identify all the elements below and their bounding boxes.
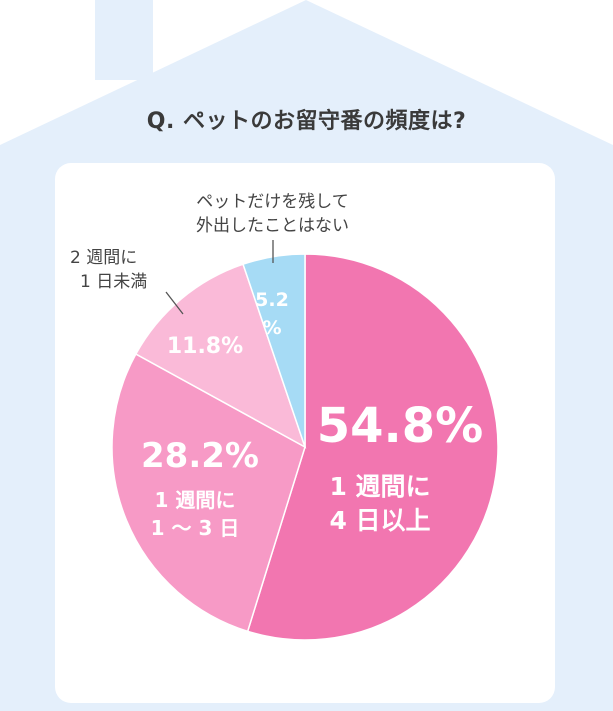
question-title: Q. ペットのお留守番の頻度は? [146, 109, 467, 134]
slice-text-1to3days-line1: 1 週間に [154, 488, 236, 512]
house-chimney [95, 0, 153, 80]
slice-label-4days-percent: 54.8% [305, 398, 495, 454]
slice-label-1to3days-percent: 28.2% [125, 436, 275, 476]
pie-slice-1to3days [111, 353, 306, 633]
annotation-never: ペットだけを残して 外出したことはない [180, 190, 365, 238]
slice-text-1to3days-line2: 1 ～ 3 日 [150, 516, 240, 540]
callout-line-two-weeks [165, 291, 184, 315]
slice-percent-1to3days: 28.2% [141, 436, 259, 476]
annotation-twoweeks-line1: 2 週間に [70, 248, 138, 268]
slice-percent-never-sign: % [262, 317, 282, 339]
pie-slice-under-1day-2weeks [134, 263, 307, 449]
slice-percent-4days: 54.8% [316, 398, 484, 454]
slice-label-1to3days-text: 1 週間に 1 ～ 3 日 [130, 486, 260, 542]
slice-text-4days-line1: 1 週間に [329, 472, 431, 501]
annotation-never-line2: 外出したことはない [196, 216, 349, 236]
slice-label-4days-text: 1 週間に 4 日以上 [305, 470, 455, 538]
slice-text-4days-line2: 4 日以上 [329, 506, 431, 535]
annotation-twoweeks-line2: 1 日未満 [80, 272, 148, 292]
slice-percent-never-value: 5.2 [255, 289, 289, 311]
annotation-twoweeks: 2 週間に 1 日未満 [70, 246, 147, 294]
slice-percent-twoweeks: 11.8% [166, 334, 244, 359]
pie-slice-4days-or-more [246, 253, 499, 641]
slice-label-twoweeks-percent: 11.8% [150, 334, 260, 359]
slice-label-never-percent: 5.2 % [250, 286, 294, 342]
annotation-never-line1: ペットだけを残して [196, 192, 349, 212]
